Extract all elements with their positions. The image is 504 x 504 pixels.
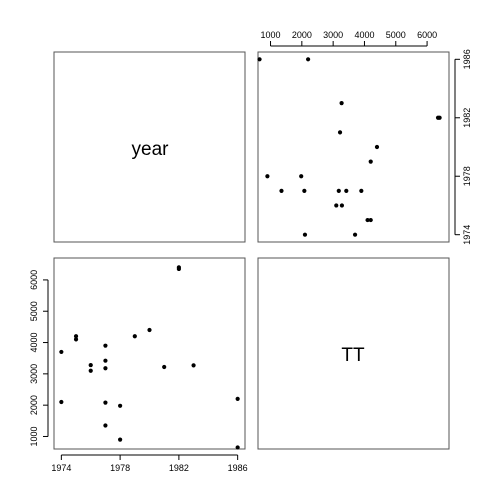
point-tt-vs-year <box>235 396 240 402</box>
point-tt-vs-year <box>191 363 196 368</box>
point-tt-vs-year <box>88 362 93 368</box>
point-year-vs-tt <box>257 57 262 62</box>
bottom-axis-tick-label: 1978 <box>110 463 130 473</box>
point-year-vs-tt <box>265 174 270 179</box>
point-year-vs-tt <box>344 188 349 193</box>
axes-layer: 1974 1978 1982 1986 1000 2000 3000 4000 5000 6000… <box>29 30 472 473</box>
right-axis-tick-label: 1986 <box>462 49 472 69</box>
point-tt-vs-year <box>235 445 240 450</box>
bottom-axis-tick-label: 1982 <box>169 463 189 473</box>
point-year-vs-tt <box>359 188 364 193</box>
point-year-vs-tt <box>368 159 373 164</box>
point-tt-vs-year <box>176 265 181 270</box>
point-year-vs-tt <box>374 144 380 150</box>
left-axis-tick-label: 3000 <box>29 364 39 384</box>
point-year-vs-tt <box>302 232 308 237</box>
left-axis-tick-label: 6000 <box>29 270 39 290</box>
bottom-axis-tick-label: 1986 <box>228 463 248 473</box>
point-year-vs-tt <box>305 57 311 62</box>
top-axis-tick-label: 5000 <box>386 30 406 40</box>
diagonal-label-year: year <box>132 139 170 160</box>
point-tt-vs-year <box>118 403 123 408</box>
point-tt-vs-year <box>59 349 64 355</box>
panel-top-right <box>257 51 450 243</box>
point-tt-vs-year <box>59 399 64 405</box>
left-axis-tick-label: 5000 <box>29 301 39 321</box>
point-year-vs-tt <box>339 203 345 208</box>
right-axis-tick-label: 1978 <box>462 166 472 186</box>
point-tt-vs-year <box>103 400 108 405</box>
point-tt-vs-year <box>103 358 108 363</box>
panel-bottom-right <box>257 257 450 450</box>
point-year-vs-tt <box>437 115 442 120</box>
point-tt-vs-year <box>73 334 79 339</box>
point-tt-vs-year <box>88 368 93 373</box>
left-axis-tick-label: 1000 <box>29 426 39 446</box>
point-year-vs-tt <box>279 188 284 193</box>
panel-bottom-left <box>53 257 246 450</box>
point-tt-vs-year <box>162 364 167 370</box>
point-tt-vs-year <box>132 334 137 339</box>
left-axis-tick-label: 4000 <box>29 333 39 353</box>
top-axis-tick-label: 1000 <box>261 30 281 40</box>
top-axis-tick-label: 2000 <box>292 30 312 40</box>
point-year-vs-tt <box>337 130 343 135</box>
point-year-vs-tt <box>334 203 339 208</box>
point-year-vs-tt <box>339 101 344 106</box>
point-tt-vs-year <box>118 437 123 442</box>
point-tt-vs-year <box>103 343 108 348</box>
bottom-axis-tick-label: 1974 <box>51 463 71 473</box>
point-year-vs-tt <box>368 217 373 223</box>
diagonal-label-tt: TT <box>341 345 365 366</box>
right-axis-tick-label: 1974 <box>462 225 472 245</box>
point-year-vs-tt <box>302 188 307 193</box>
left-axis-tick-label: 2000 <box>29 395 39 415</box>
top-axis-tick-label: 6000 <box>417 30 437 40</box>
point-year-vs-tt <box>299 174 304 179</box>
right-axis-tick-label: 1982 <box>462 108 472 128</box>
panel-top-left <box>53 51 246 243</box>
top-axis-tick-label: 3000 <box>323 30 343 40</box>
point-tt-vs-year <box>73 337 79 342</box>
points-layer <box>59 57 442 450</box>
point-tt-vs-year <box>147 327 152 333</box>
point-year-vs-tt <box>336 188 341 193</box>
point-year-vs-tt <box>365 217 370 223</box>
point-tt-vs-year <box>103 423 108 428</box>
top-axis-tick-label: 4000 <box>354 30 374 40</box>
point-tt-vs-year <box>103 366 108 371</box>
point-year-vs-tt <box>352 232 358 237</box>
